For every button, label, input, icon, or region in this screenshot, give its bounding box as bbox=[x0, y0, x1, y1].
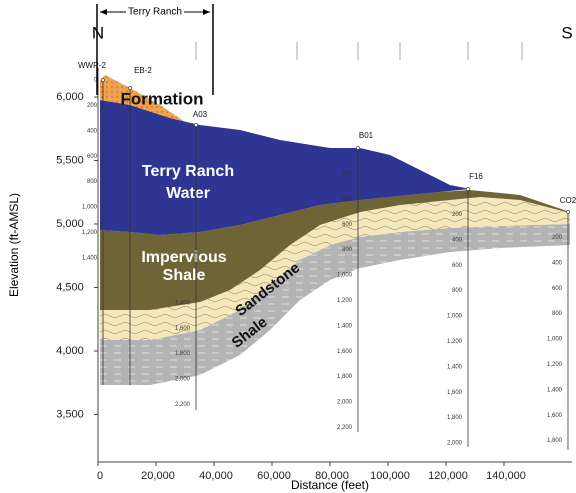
depth-label: 0 bbox=[94, 78, 98, 84]
depth-label: 1,200 bbox=[547, 362, 563, 368]
well-head bbox=[466, 187, 470, 191]
y-tick-label: 4,500 bbox=[56, 281, 84, 293]
depth-label: 1,000 bbox=[337, 273, 353, 279]
span-label: Terry Ranch bbox=[128, 7, 182, 18]
sandstone-pattern bbox=[100, 197, 570, 340]
depth-label: 1,800 bbox=[547, 438, 563, 444]
depth-label: 1,400 bbox=[82, 255, 98, 261]
depth-label: 1,200 bbox=[337, 298, 353, 304]
well-name: B01 bbox=[359, 131, 374, 140]
well-head bbox=[566, 210, 570, 214]
depth-label: 600 bbox=[552, 286, 563, 292]
depth-label: 2,000 bbox=[447, 441, 463, 447]
depth-label: 600 bbox=[342, 222, 353, 228]
depth-label: 1,800 bbox=[175, 351, 191, 357]
x-tick-label: 120,000 bbox=[428, 470, 468, 482]
depth-label: 1,600 bbox=[547, 413, 563, 419]
span-label-bg bbox=[126, 5, 184, 19]
south: S bbox=[561, 23, 572, 42]
depth-label: 200 bbox=[342, 171, 353, 177]
well-head bbox=[101, 78, 105, 82]
x-tick-label: 40,000 bbox=[199, 470, 233, 482]
depth-label: 1,400 bbox=[447, 364, 463, 370]
well-name: WWR-2 bbox=[78, 61, 107, 70]
y-tick-label: 5,500 bbox=[56, 154, 84, 166]
y-tick-label: 6,000 bbox=[56, 91, 84, 103]
well-name: A03 bbox=[193, 110, 208, 119]
depth-label: 2,200 bbox=[175, 402, 191, 408]
x-tick-label: 100,000 bbox=[370, 470, 410, 482]
top-ticks bbox=[195, 42, 523, 60]
formation-label: Formation bbox=[120, 89, 203, 108]
depth-label: 1,200 bbox=[447, 339, 463, 345]
well-head bbox=[194, 123, 198, 127]
shale-pattern bbox=[100, 224, 570, 385]
depth-label: 600 bbox=[452, 263, 463, 269]
depth-label: 2,200 bbox=[337, 425, 353, 431]
x-title: Distance (feet) bbox=[291, 478, 369, 492]
water-label: Terry Ranch bbox=[142, 163, 234, 180]
depth-label: 1,600 bbox=[337, 349, 353, 355]
depth-label: 1,000 bbox=[82, 205, 98, 211]
impervious-label: Impervious bbox=[141, 249, 226, 266]
north: N bbox=[92, 23, 104, 42]
depth-label: 1,600 bbox=[447, 390, 463, 396]
depth-label: 800 bbox=[552, 311, 563, 317]
depth-label: 600 bbox=[87, 154, 98, 160]
depth-label: 200 bbox=[87, 103, 98, 109]
depth-label: 2,000 bbox=[337, 400, 353, 406]
depth-label: 1,400 bbox=[337, 323, 353, 329]
depth-label: 1,800 bbox=[447, 415, 463, 421]
well-head bbox=[356, 146, 360, 150]
depth-label: 400 bbox=[342, 196, 353, 202]
water-label: Water bbox=[166, 185, 210, 202]
depth-label: 400 bbox=[552, 260, 563, 266]
depth-label: 1,400 bbox=[175, 300, 191, 306]
depth-label: 400 bbox=[452, 237, 463, 243]
depth-label: 800 bbox=[87, 179, 98, 185]
x-tick-label: 80,000 bbox=[315, 470, 349, 482]
well-head bbox=[128, 86, 132, 90]
depth-label: 1,200 bbox=[82, 230, 98, 236]
depth-label: 800 bbox=[452, 288, 463, 294]
depth-label: 200 bbox=[452, 212, 463, 218]
depth-label: 400 bbox=[87, 128, 98, 134]
water-layer bbox=[100, 100, 470, 235]
y-tick-label: 5,000 bbox=[56, 218, 84, 230]
depth-label: 1,800 bbox=[337, 374, 353, 380]
depth-label: 800 bbox=[342, 247, 353, 253]
x-tick-label: 0 bbox=[97, 470, 103, 482]
x-tick-label: 140,000 bbox=[486, 470, 526, 482]
y-tick-label: 4,000 bbox=[56, 345, 84, 357]
depth-label: 1,000 bbox=[547, 337, 563, 343]
depth-label: 1,000 bbox=[447, 314, 463, 320]
x-tick-label: 20,000 bbox=[141, 470, 175, 482]
well-name: F16 bbox=[469, 172, 483, 181]
depth-label: 200 bbox=[552, 235, 563, 241]
depth-label: 1,600 bbox=[175, 326, 191, 332]
y-tick-label: 3,500 bbox=[56, 408, 84, 420]
depth-label: 1,400 bbox=[547, 387, 563, 393]
depth-label: 2,000 bbox=[175, 377, 191, 383]
impervious-label: Shale bbox=[163, 267, 206, 284]
formation-layer bbox=[100, 75, 200, 125]
y-title: Elevation (ft-AMSL) bbox=[7, 193, 21, 297]
well-name: EB-2 bbox=[134, 66, 152, 75]
impervious-layer bbox=[100, 190, 570, 310]
well-name: CO2 bbox=[560, 196, 576, 205]
x-tick-label: 60,000 bbox=[257, 470, 291, 482]
